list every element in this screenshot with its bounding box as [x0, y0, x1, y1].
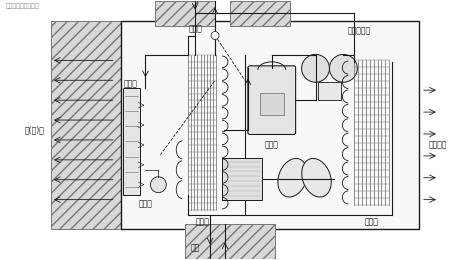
Bar: [51, 21, 120, 230]
Bar: [120, 21, 418, 230]
Circle shape: [329, 54, 356, 82]
Text: 压缩机: 压缩机: [264, 140, 278, 149]
Bar: [185, 224, 274, 259]
Text: 毛细管: 毛细管: [188, 24, 202, 33]
Text: 感温包: 感温包: [138, 200, 152, 209]
Bar: [155, 1, 215, 25]
Circle shape: [150, 177, 166, 193]
Ellipse shape: [277, 158, 307, 197]
Text: 温控器: 温控器: [123, 79, 137, 88]
Ellipse shape: [301, 158, 331, 197]
Text: 发廊空调热泵热水器: 发廊空调热泵热水器: [6, 4, 40, 9]
Text: 排向室外: 排向室外: [428, 140, 446, 150]
Bar: [122, 88, 140, 195]
FancyBboxPatch shape: [247, 66, 295, 134]
Bar: [221, 158, 261, 200]
Bar: [230, 1, 289, 25]
Circle shape: [301, 54, 329, 82]
Bar: [259, 93, 283, 115]
Text: 冷凝器: 冷凝器: [364, 218, 377, 226]
Circle shape: [211, 31, 219, 40]
Text: 室内: 室内: [190, 243, 199, 252]
Text: 冷(热)风: 冷(热)风: [25, 126, 45, 134]
Bar: [317, 82, 341, 100]
Text: 电磁换向阀: 电磁换向阀: [347, 26, 370, 35]
Text: 蒸发器: 蒸发器: [195, 218, 209, 226]
